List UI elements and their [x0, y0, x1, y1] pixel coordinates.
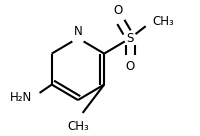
Text: H₂N: H₂N: [10, 91, 32, 104]
Text: O: O: [114, 4, 123, 17]
Text: S: S: [127, 32, 134, 45]
Text: N: N: [74, 24, 82, 38]
Text: CH₃: CH₃: [153, 15, 175, 28]
Text: CH₃: CH₃: [67, 120, 89, 133]
Text: O: O: [126, 60, 135, 73]
